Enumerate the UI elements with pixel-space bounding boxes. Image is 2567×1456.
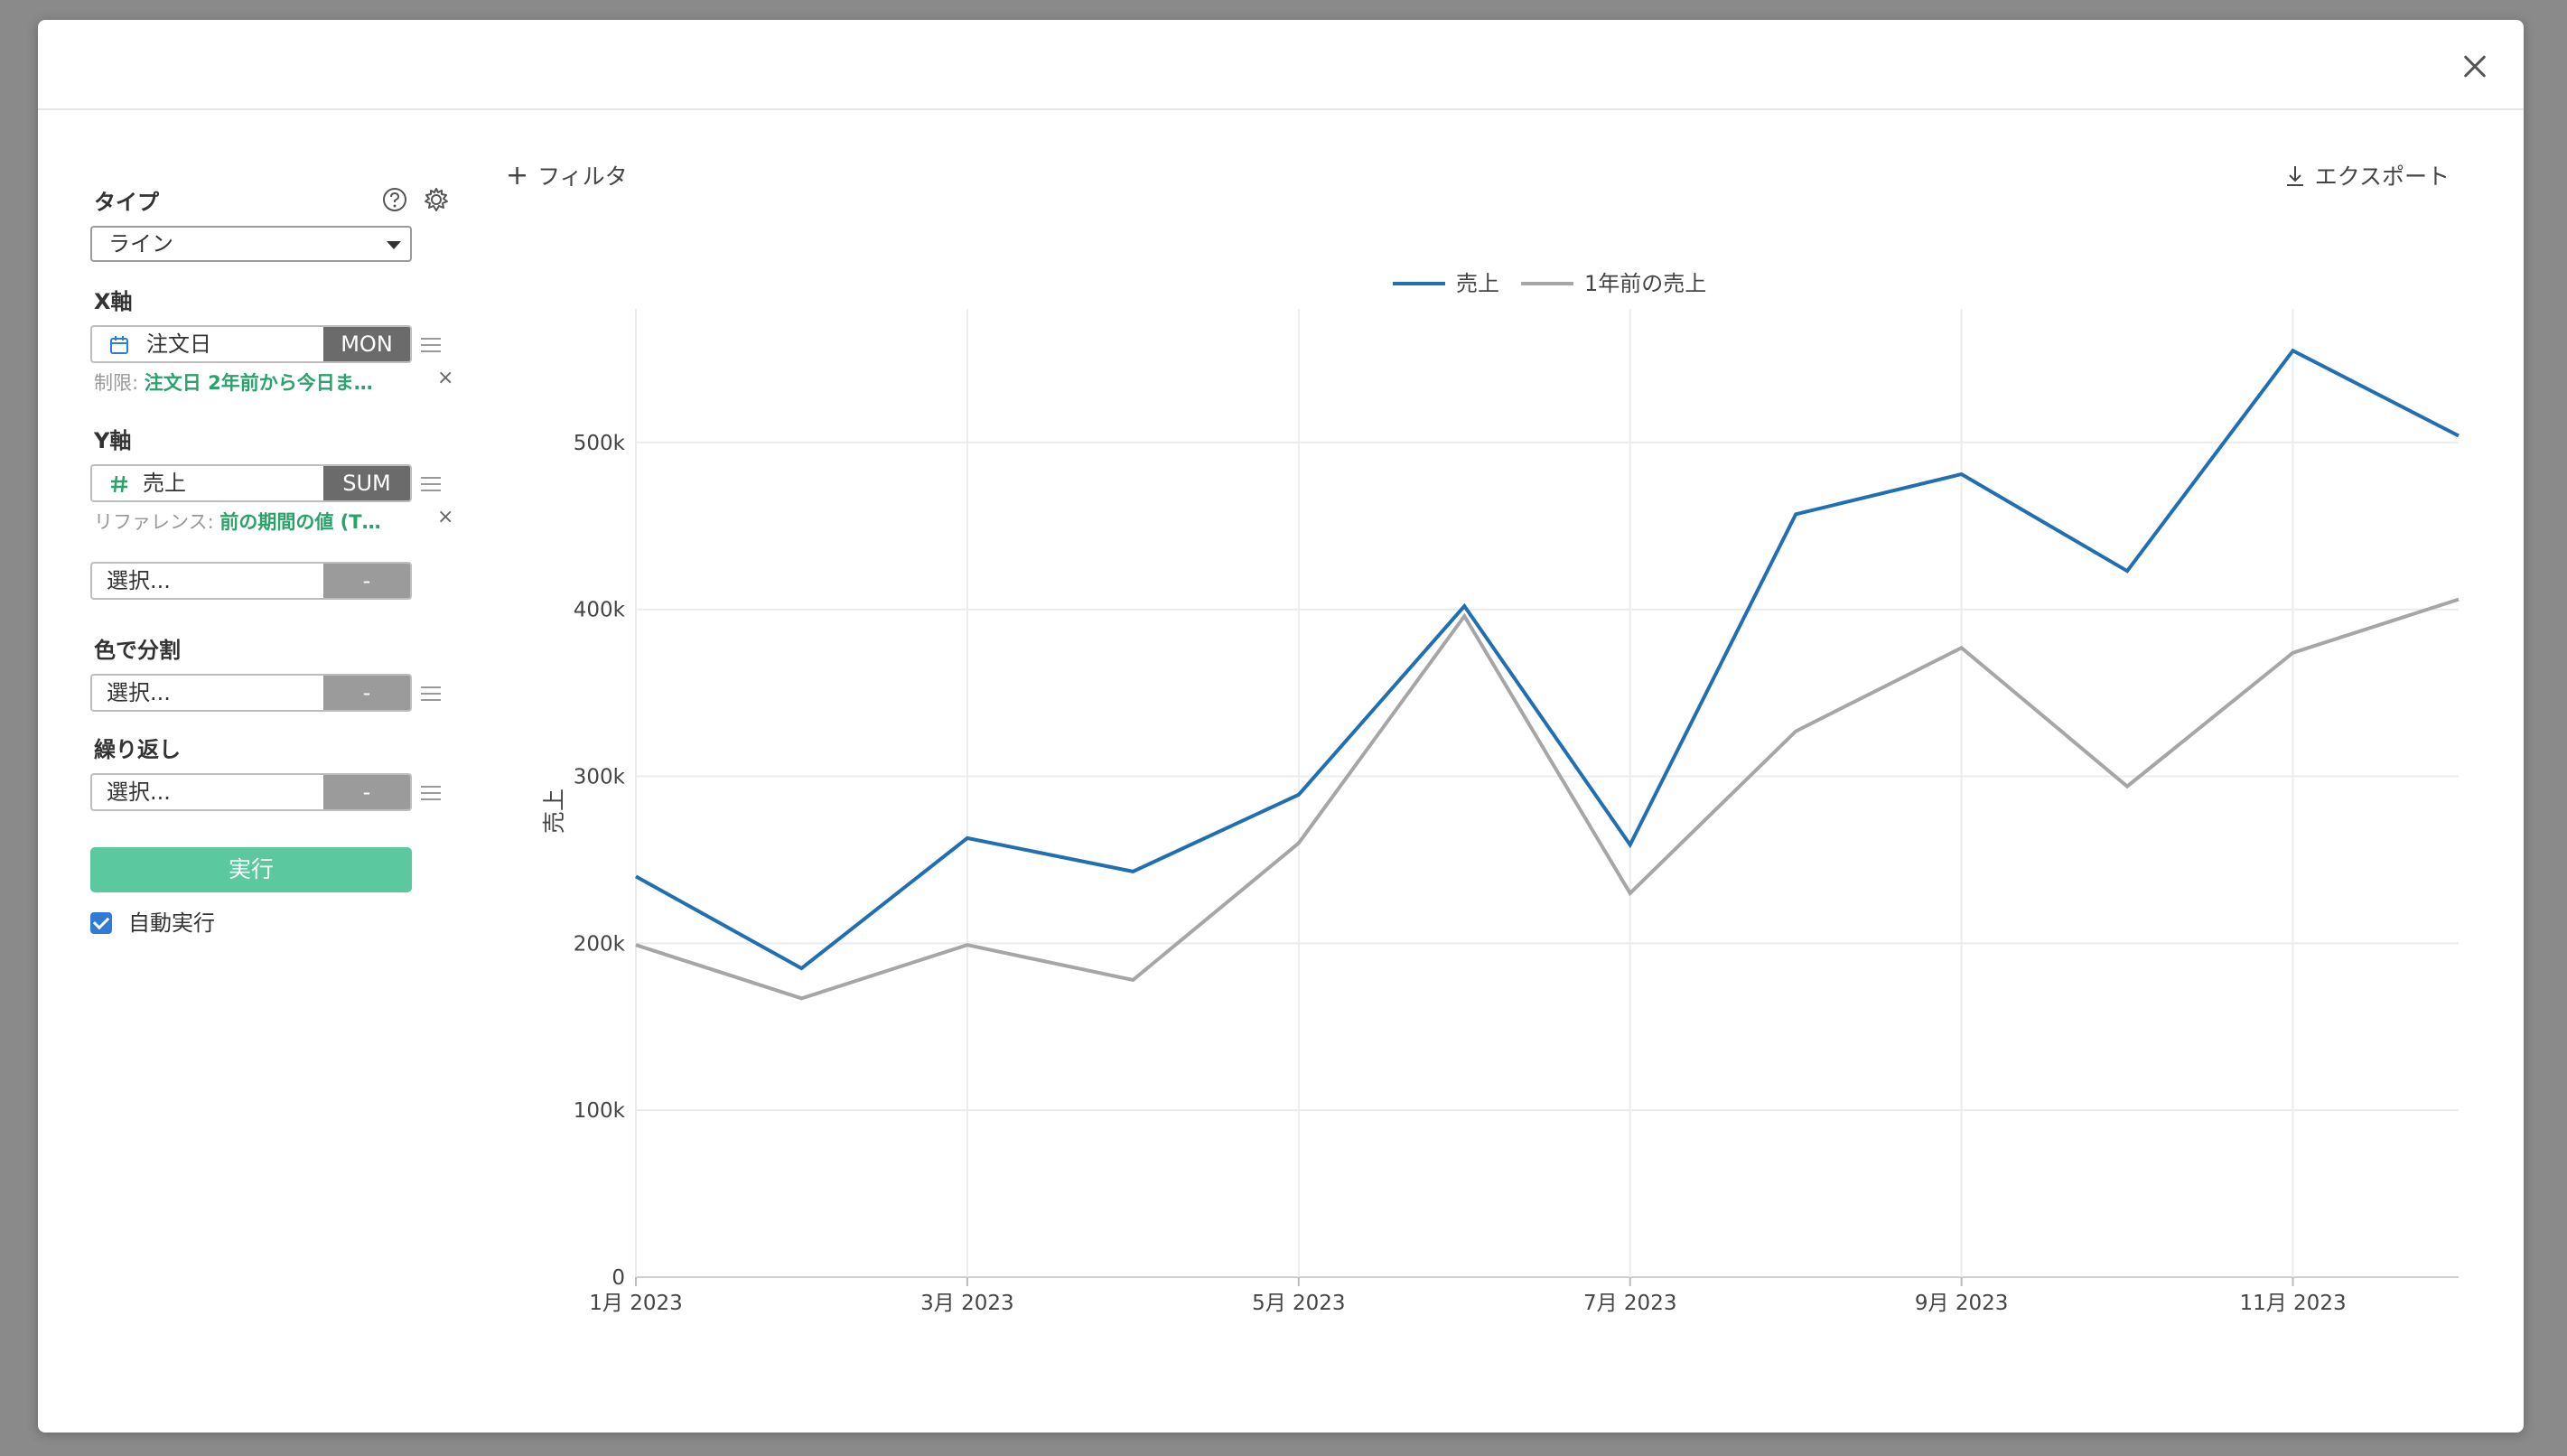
x-tick-label: 1月 2023 xyxy=(589,1292,682,1315)
color-placeholder: 選択... xyxy=(107,680,171,705)
legend-label: 1年前の売上 xyxy=(1584,271,1706,296)
x-note-value: 注文日 2年前から今日ま… xyxy=(144,372,373,394)
gear-icon[interactable] xyxy=(423,186,450,213)
type-label: タイプ xyxy=(94,190,159,215)
y-note-remove-icon[interactable]: × xyxy=(437,506,454,528)
chart-editor-modal: タイプ ライン X軸 注文日 MON 制限: 注文日 2年 xyxy=(38,20,2524,1433)
export-label: エクスポート xyxy=(2314,163,2450,190)
y-note-value: 前の期間の値 (T… xyxy=(219,511,381,533)
chart-type-select[interactable]: ライン xyxy=(90,226,412,262)
auto-run-label: 自動実行 xyxy=(128,910,215,936)
x-tick-label: 9月 2023 xyxy=(1915,1292,2008,1315)
line-chart: 0 100k 200k 300k 400k 500k 1月 2023 3月 2023 5月 20… xyxy=(541,271,2460,1315)
series-line xyxy=(635,348,2460,971)
help-icon[interactable] xyxy=(381,186,408,213)
y2-placeholder: 選択... xyxy=(107,568,171,593)
chart-type-value: ライン xyxy=(108,231,173,257)
filter-label: フィルタ xyxy=(537,163,628,190)
auto-run-checkbox[interactable] xyxy=(90,912,112,934)
plus-icon: + xyxy=(506,160,529,191)
y-tick-label: 300k xyxy=(574,766,626,789)
series-line xyxy=(635,597,2460,1001)
y-tick-label: 500k xyxy=(574,432,626,455)
x-tick-label: 3月 2023 xyxy=(920,1292,1013,1315)
y-axis-field[interactable]: 売上 SUM xyxy=(90,464,412,502)
x-tick-label: 7月 2023 xyxy=(1583,1292,1676,1315)
y-axis-reference-note[interactable]: リファレンス: 前の期間の値 (T… xyxy=(94,508,381,535)
repeat-field[interactable]: 選択... - xyxy=(90,773,412,811)
y-field-name: 売上 xyxy=(143,471,186,496)
run-button[interactable]: 実行 xyxy=(90,847,412,892)
color-aggregation-button[interactable]: - xyxy=(323,676,410,710)
y-note-prefix: リファレンス: xyxy=(94,511,220,533)
x-note-remove-icon[interactable]: × xyxy=(437,367,454,389)
x-note-prefix: 制限: xyxy=(94,372,145,394)
export-button[interactable]: エクスポート xyxy=(2284,159,2450,191)
x-axis-field[interactable]: 注文日 MON xyxy=(90,325,412,363)
y-tick-label: 100k xyxy=(574,1099,626,1123)
chevron-down-icon xyxy=(387,241,401,249)
y-field-menu-icon[interactable] xyxy=(421,477,441,493)
download-icon xyxy=(2286,166,2303,186)
x-field-name: 注文日 xyxy=(146,331,211,357)
y2-field[interactable]: 選択... - xyxy=(90,562,412,600)
y-tick-label: 400k xyxy=(574,599,626,622)
y-tick-label: 0 xyxy=(611,1266,625,1290)
x-axis-limit-note[interactable]: 制限: 注文日 2年前から今日ま… xyxy=(94,369,373,396)
repeat-field-menu-icon[interactable] xyxy=(421,786,441,802)
x-tick-label: 5月 2023 xyxy=(1252,1292,1345,1315)
y-axis-label: 売上 xyxy=(541,789,567,834)
repeat-aggregation-button[interactable]: - xyxy=(323,775,410,809)
hash-icon xyxy=(111,475,127,493)
color-split-label: 色で分割 xyxy=(94,638,181,663)
y-axis-label: Y軸 xyxy=(94,428,132,453)
calendar-icon xyxy=(110,336,128,354)
repeat-label: 繰り返し xyxy=(94,737,181,762)
modal-header xyxy=(38,20,2524,110)
legend-label: 売上 xyxy=(1456,271,1499,296)
y-aggregation-button[interactable]: SUM xyxy=(323,466,410,500)
color-split-field[interactable]: 選択... - xyxy=(90,674,412,712)
add-filter-button[interactable]: + フィルタ xyxy=(506,159,628,191)
color-field-menu-icon[interactable] xyxy=(421,686,441,703)
x-axis-label: X軸 xyxy=(94,289,133,314)
auto-run-toggle[interactable]: 自動実行 xyxy=(90,905,215,937)
y-tick-label: 200k xyxy=(574,932,626,956)
y2-aggregation-button[interactable]: - xyxy=(323,564,410,598)
close-icon[interactable] xyxy=(2457,49,2493,85)
x-aggregation-button[interactable]: MON xyxy=(323,327,410,361)
x-tick-label: 11月 2023 xyxy=(2239,1292,2346,1315)
x-field-menu-icon[interactable] xyxy=(421,338,441,354)
repeat-placeholder: 選択... xyxy=(107,779,171,805)
